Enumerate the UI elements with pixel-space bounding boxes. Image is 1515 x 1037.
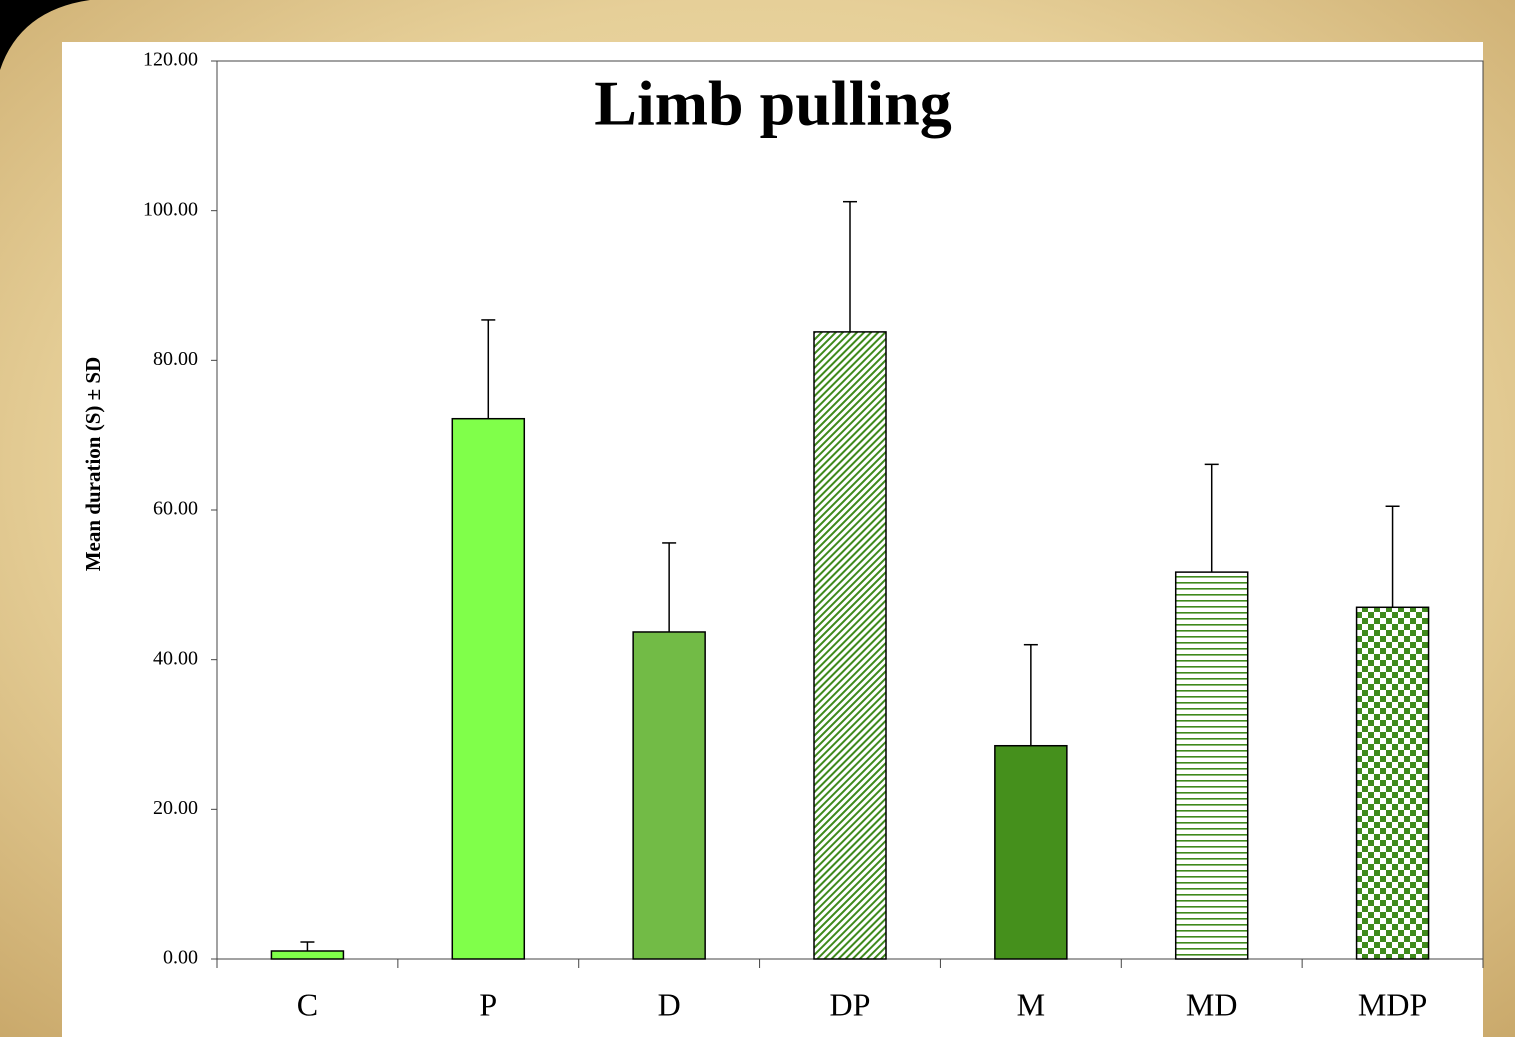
y-tick-label: 120.00 bbox=[143, 49, 198, 71]
corner-shape bbox=[0, 0, 90, 70]
y-tick-label: 20.00 bbox=[153, 797, 198, 819]
x-tick-label: DP bbox=[830, 986, 871, 1022]
bar bbox=[270, 950, 345, 960]
x-tick-label: D bbox=[658, 986, 681, 1022]
x-tick-label: M bbox=[1017, 986, 1045, 1022]
chart-title: Limb pulling bbox=[594, 68, 952, 139]
x-tick-label: C bbox=[297, 986, 318, 1022]
y-tick-label: 40.00 bbox=[153, 647, 198, 669]
x-tick-label: MDP bbox=[1358, 986, 1427, 1022]
x-tick-label: P bbox=[479, 986, 497, 1022]
y-tick-label: 60.00 bbox=[153, 498, 198, 520]
bar bbox=[1355, 606, 1430, 960]
y-tick-label: 100.00 bbox=[143, 198, 198, 220]
bar bbox=[813, 331, 887, 960]
bar bbox=[994, 744, 1068, 960]
bar bbox=[1174, 571, 1249, 960]
y-tick-label: 80.00 bbox=[153, 348, 198, 370]
bar bbox=[632, 631, 706, 960]
x-tick-label: MD bbox=[1186, 986, 1238, 1022]
bar bbox=[451, 417, 526, 960]
y-tick-label: 0.00 bbox=[163, 947, 198, 969]
y-axis-label: Mean duration (S) ± SD bbox=[81, 357, 105, 572]
chart-panel bbox=[62, 42, 1483, 1037]
